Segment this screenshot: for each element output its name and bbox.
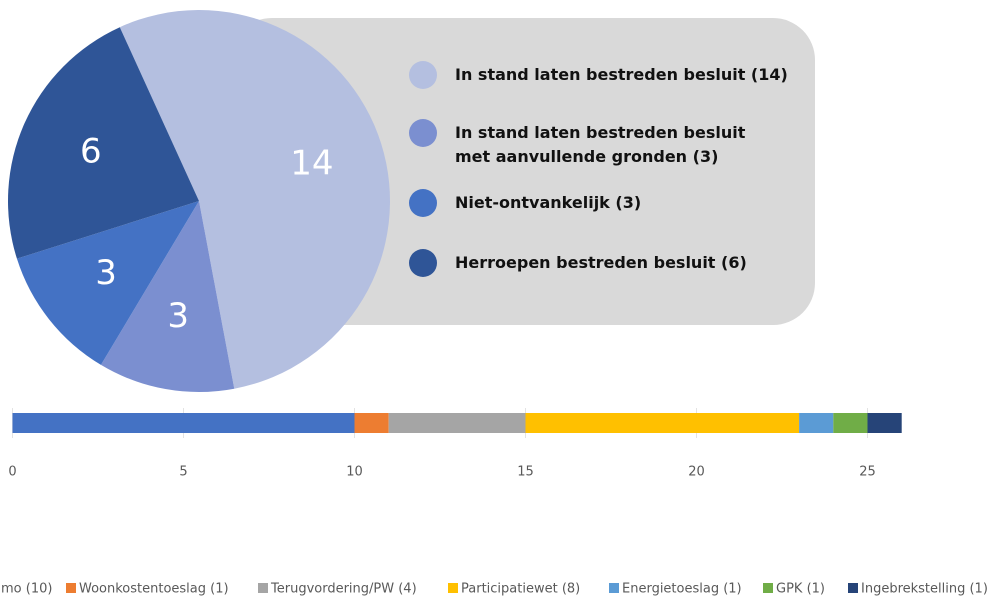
data-label: 3: [167, 296, 189, 336]
legend-label: Niet-ontvankelijk (3): [455, 193, 642, 212]
legend-label: In stand laten bestreden besluit (14): [455, 65, 788, 84]
legend-swatch: [448, 583, 458, 593]
x-tick-label: 15: [517, 465, 534, 480]
legend-swatch: [258, 583, 268, 593]
legend-swatch: [763, 583, 773, 593]
bar-segment: [388, 413, 526, 433]
pie-slice: [119, 10, 391, 389]
legend-swatch: [66, 583, 76, 593]
data-label: 14: [290, 144, 333, 184]
legend-marker: [409, 249, 437, 277]
bar-segment: [833, 413, 868, 433]
legend-marker: [409, 189, 437, 217]
bar-segment: [354, 413, 389, 433]
legend-label: mo (10): [1, 582, 52, 596]
bar-segment: [867, 413, 902, 433]
data-label: 6: [80, 131, 102, 171]
legend-marker: [409, 61, 437, 89]
legend-label: Participatiewet (8): [461, 582, 580, 596]
legend-label: Herroepen bestreden besluit (6): [455, 253, 747, 272]
legend-label: Terugvordering/PW (4): [270, 582, 417, 596]
pie-slice: [16, 201, 200, 365]
legend-swatch: [848, 583, 858, 593]
bar-segment: [799, 413, 834, 433]
x-tick-label: 10: [346, 465, 363, 480]
legend-label: GPK (1): [776, 582, 825, 596]
legend-label: In stand laten bestreden besluit met aan…: [455, 123, 746, 166]
x-tick-label: 0: [8, 465, 16, 480]
pie-slice: [7, 27, 199, 259]
pie-slice: [100, 201, 235, 392]
legend-label: Ingebrekstelling (1): [861, 582, 988, 596]
bar-segment: [525, 413, 800, 433]
legend-label: Energietoeslag (1): [622, 582, 742, 596]
x-tick-label: 20: [688, 465, 705, 480]
legend-marker: [409, 119, 437, 147]
data-label: 3: [95, 253, 117, 293]
legend-label: Woonkostentoeslag (1): [79, 582, 229, 596]
x-tick-label: 25: [859, 465, 876, 480]
legend-swatch: [609, 583, 619, 593]
bar-segment: [12, 413, 355, 433]
x-tick-label: 5: [179, 465, 187, 480]
